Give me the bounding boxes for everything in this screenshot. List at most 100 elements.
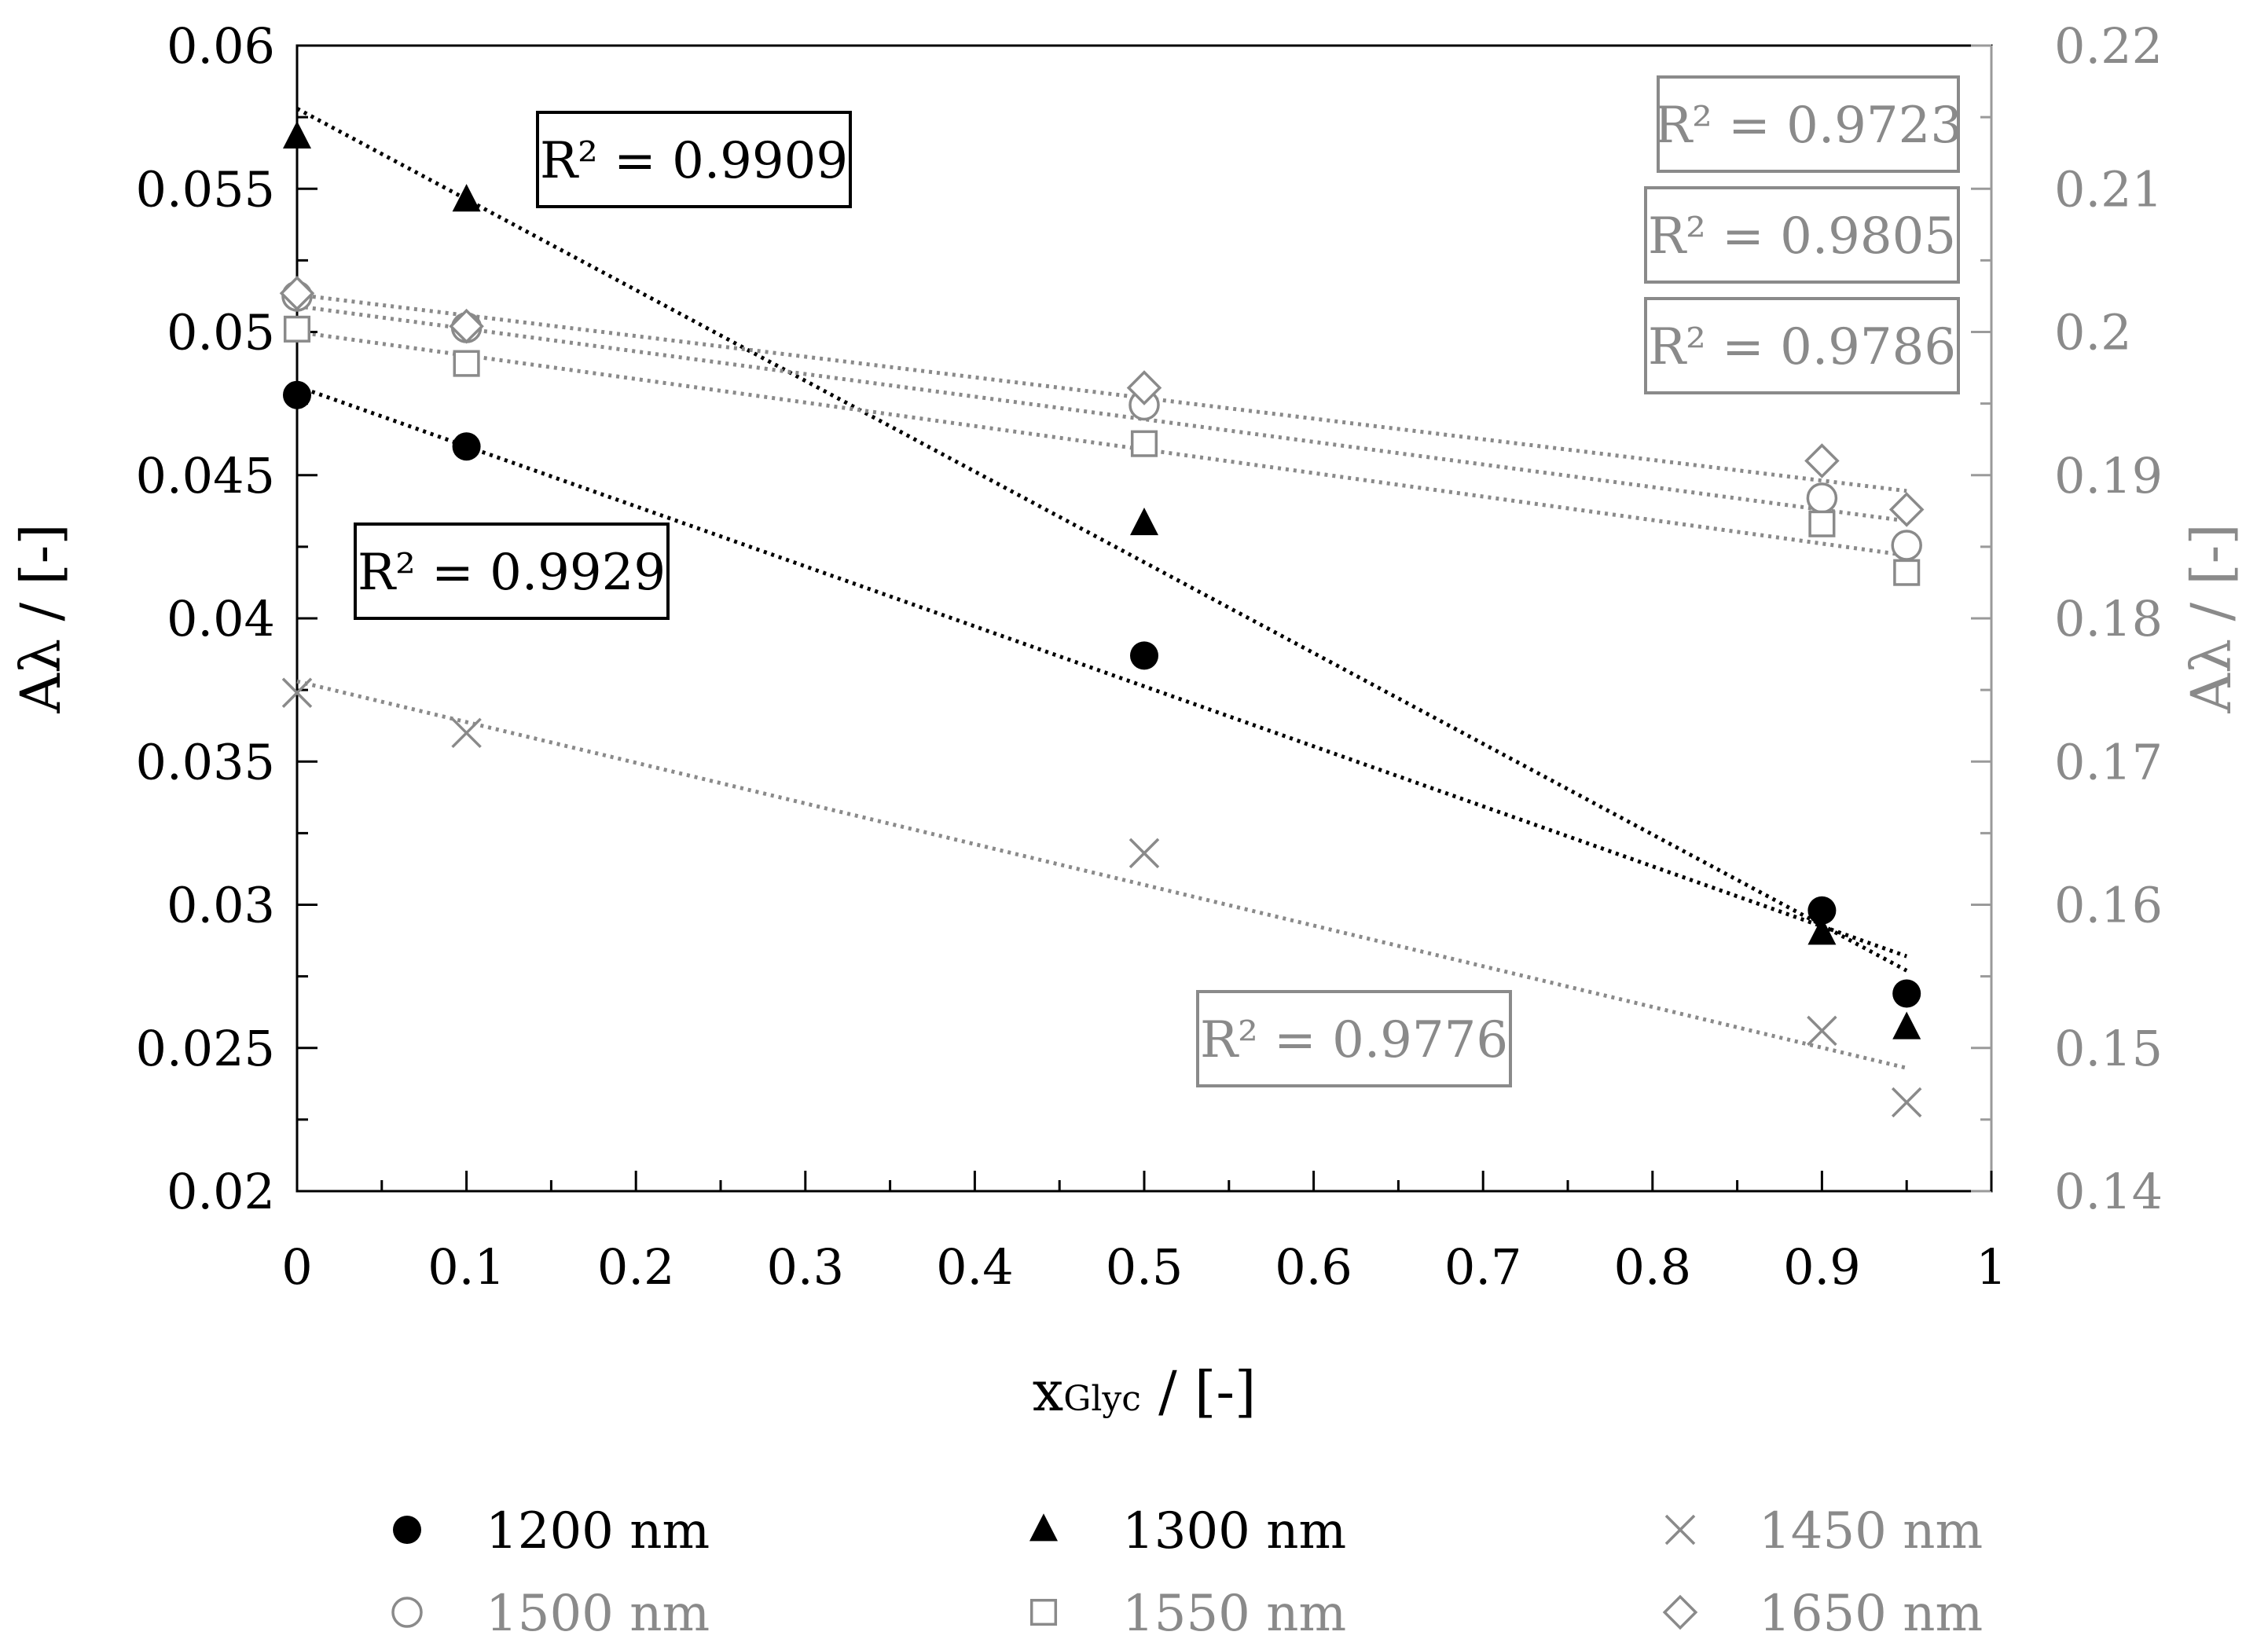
legend-label-1550-nm: 1550 nm [1122,1585,1346,1643]
y-right-tick-label: 0.19 [2054,447,2163,504]
data-point-1200-nm [1892,979,1921,1008]
x-tick-label: 1 [1976,1238,2006,1296]
data-point-1450-nm-stroke [281,677,313,709]
y-left-tick-label: 0.05 [167,304,275,361]
trendline-1450-nm [296,679,1907,1070]
data-point-1200-nm [283,380,311,409]
legend-marker-1500-nm [391,1597,423,1628]
r2-box-1650-nm [1657,75,1960,173]
x-tick-label: 0.1 [428,1238,505,1296]
data-point-1450-nm [281,677,313,709]
y-right-tick-label: 0.15 [2054,1020,2163,1077]
x-axis-label: xGlyc / [-] [1033,1359,1257,1424]
x-axis-label-rest: / [-] [1141,1359,1256,1424]
trendline-1300-nm [295,106,1908,973]
trendline-1550-nm [296,330,1907,558]
data-point-1550-nm [453,350,480,377]
r2-box-1200-nm [536,111,852,208]
x-tick-label: 0.7 [1444,1238,1522,1296]
y-right-tick-label: 0.21 [2054,160,2163,218]
fit-lines [295,106,1908,1070]
data-point-1450-nm-stroke [1128,838,1160,869]
x-tick-label: 0.2 [597,1238,675,1296]
right-axis-ticks: 0.14 0.15 0.16 0.17 0.18 0.19 0.2 0.21 0.22 [1971,17,2163,1220]
data-point-1450-nm [451,717,482,749]
legend-label-1500-nm: 1500 nm [486,1585,710,1643]
data-point-1300-nm [283,120,311,149]
data-point-1450-nm [1891,1087,1922,1118]
y-left-tick-label: 0.055 [136,160,276,218]
y-right-axis-label: Aλ / [-] [2179,523,2244,713]
data-point-1200-nm [1130,641,1158,670]
legend-marker-1450-nm-stroke [1664,1514,1696,1546]
r2-label-1550-nm: R² = 0.9786 [1648,318,1956,376]
data-point-1450-nm-stroke [451,717,482,749]
y-left-axis-label: Aλ / [-] [9,523,73,713]
y-right-tick-label: 0.18 [2054,590,2163,647]
y-left-tick-label: 0.04 [167,590,275,647]
data-point-1550-nm [1808,510,1836,537]
legend-label-1450-nm: 1450 nm [1759,1502,1983,1560]
x-tick-label: 0 [281,1238,312,1296]
legend-marker-1450-nm [1664,1514,1696,1546]
x-tick-label: 0.9 [1783,1238,1861,1296]
data-point-1650-nm [449,308,484,344]
y-right-tick-label: 0.17 [2054,733,2163,790]
legend-marker-1650-nm [1662,1594,1698,1630]
data-markers [279,120,1925,1118]
x-axis-label-sub: Glyc [1063,1379,1141,1419]
r2-label-1650-nm: R² = 0.9723 [1654,97,1962,155]
legend-label-1650-nm: 1650 nm [1759,1585,1983,1643]
x-tick-label: 0.6 [1275,1238,1352,1296]
data-point-1500-nm [1891,530,1922,561]
y-right-tick-label: 0.14 [2054,1163,2163,1220]
y-left-tick-label: 0.045 [136,447,276,504]
legend-label-1200-nm: 1200 nm [486,1502,710,1560]
data-point-1650-nm [1804,443,1840,478]
legend-marker-1550-nm [1029,1598,1058,1626]
data-point-1300-nm [1130,508,1158,536]
data-point-1450-nm-stroke [1807,1015,1837,1047]
r2-box-1550-nm [1644,297,1960,394]
data-point-1550-nm [1130,430,1158,457]
data-point-1200-nm [1807,896,1837,925]
y-right-tick-label: 0.16 [2054,877,2163,934]
data-point-1650-nm [1888,492,1925,527]
y-left-tick-label: 0.06 [167,17,275,75]
left-axis-ticks: 0.02 0.025 0.03 0.035 0.04 0.045 0.05 0.055 0.06 [136,17,317,1220]
data-point-1300-nm [1807,917,1837,945]
data-point-1450-nm [1128,838,1160,869]
x-axis-ticks: 0 0.1 0.2 0.3 0.4 0.5 0.6 0.7 0.8 0.9 1 [281,1171,2007,1296]
x-tick-label: 0.3 [766,1238,844,1296]
r2-labels: R² = 0.9909 R² = 0.9929 R² = 0.9776 R² = 0.… [354,75,1962,1087]
y-left-tick-label: 0.03 [167,877,275,934]
y-right-tick-label: 0.2 [2054,304,2132,361]
trendline-1650-nm [296,292,1907,493]
y-left-tick-label: 0.035 [136,733,276,790]
r2-label-1500-nm: R² = 0.9805 [1648,207,1956,266]
r2-box-1300-nm [354,522,670,620]
y-left-tick-label: 0.02 [167,1163,275,1220]
y-right-tick-label: 0.22 [2054,17,2163,75]
data-point-1650-nm [1126,370,1162,405]
x-axis-label-main: x [1033,1359,1063,1424]
x-tick-label: 0.8 [1613,1238,1691,1296]
trendline-1200-nm [296,384,1908,959]
data-point-1500-nm [1806,482,1838,514]
r2-box-1450-nm [1196,990,1512,1087]
data-point-1650-nm [279,276,315,311]
data-point-1550-nm [283,315,311,343]
x-tick-label: 0.5 [1106,1238,1184,1296]
data-point-1300-nm [452,184,481,212]
data-point-1450-nm [1807,1015,1837,1047]
r2-label-1450-nm: R² = 0.9776 [1200,1011,1508,1069]
trendline-1500-nm [296,304,1907,523]
legend-marker-1200-nm [393,1516,421,1544]
data-point-1300-nm [1892,1011,1921,1040]
legend: 1200 nm 1300 nm 1450 nm 1500 nm 1550 nm 1650 … [391,1502,1983,1643]
data-point-1450-nm-stroke [1891,1087,1922,1118]
x-tick-label: 0.4 [936,1238,1014,1296]
r2-label-1200-nm: R² = 0.9909 [540,132,848,190]
